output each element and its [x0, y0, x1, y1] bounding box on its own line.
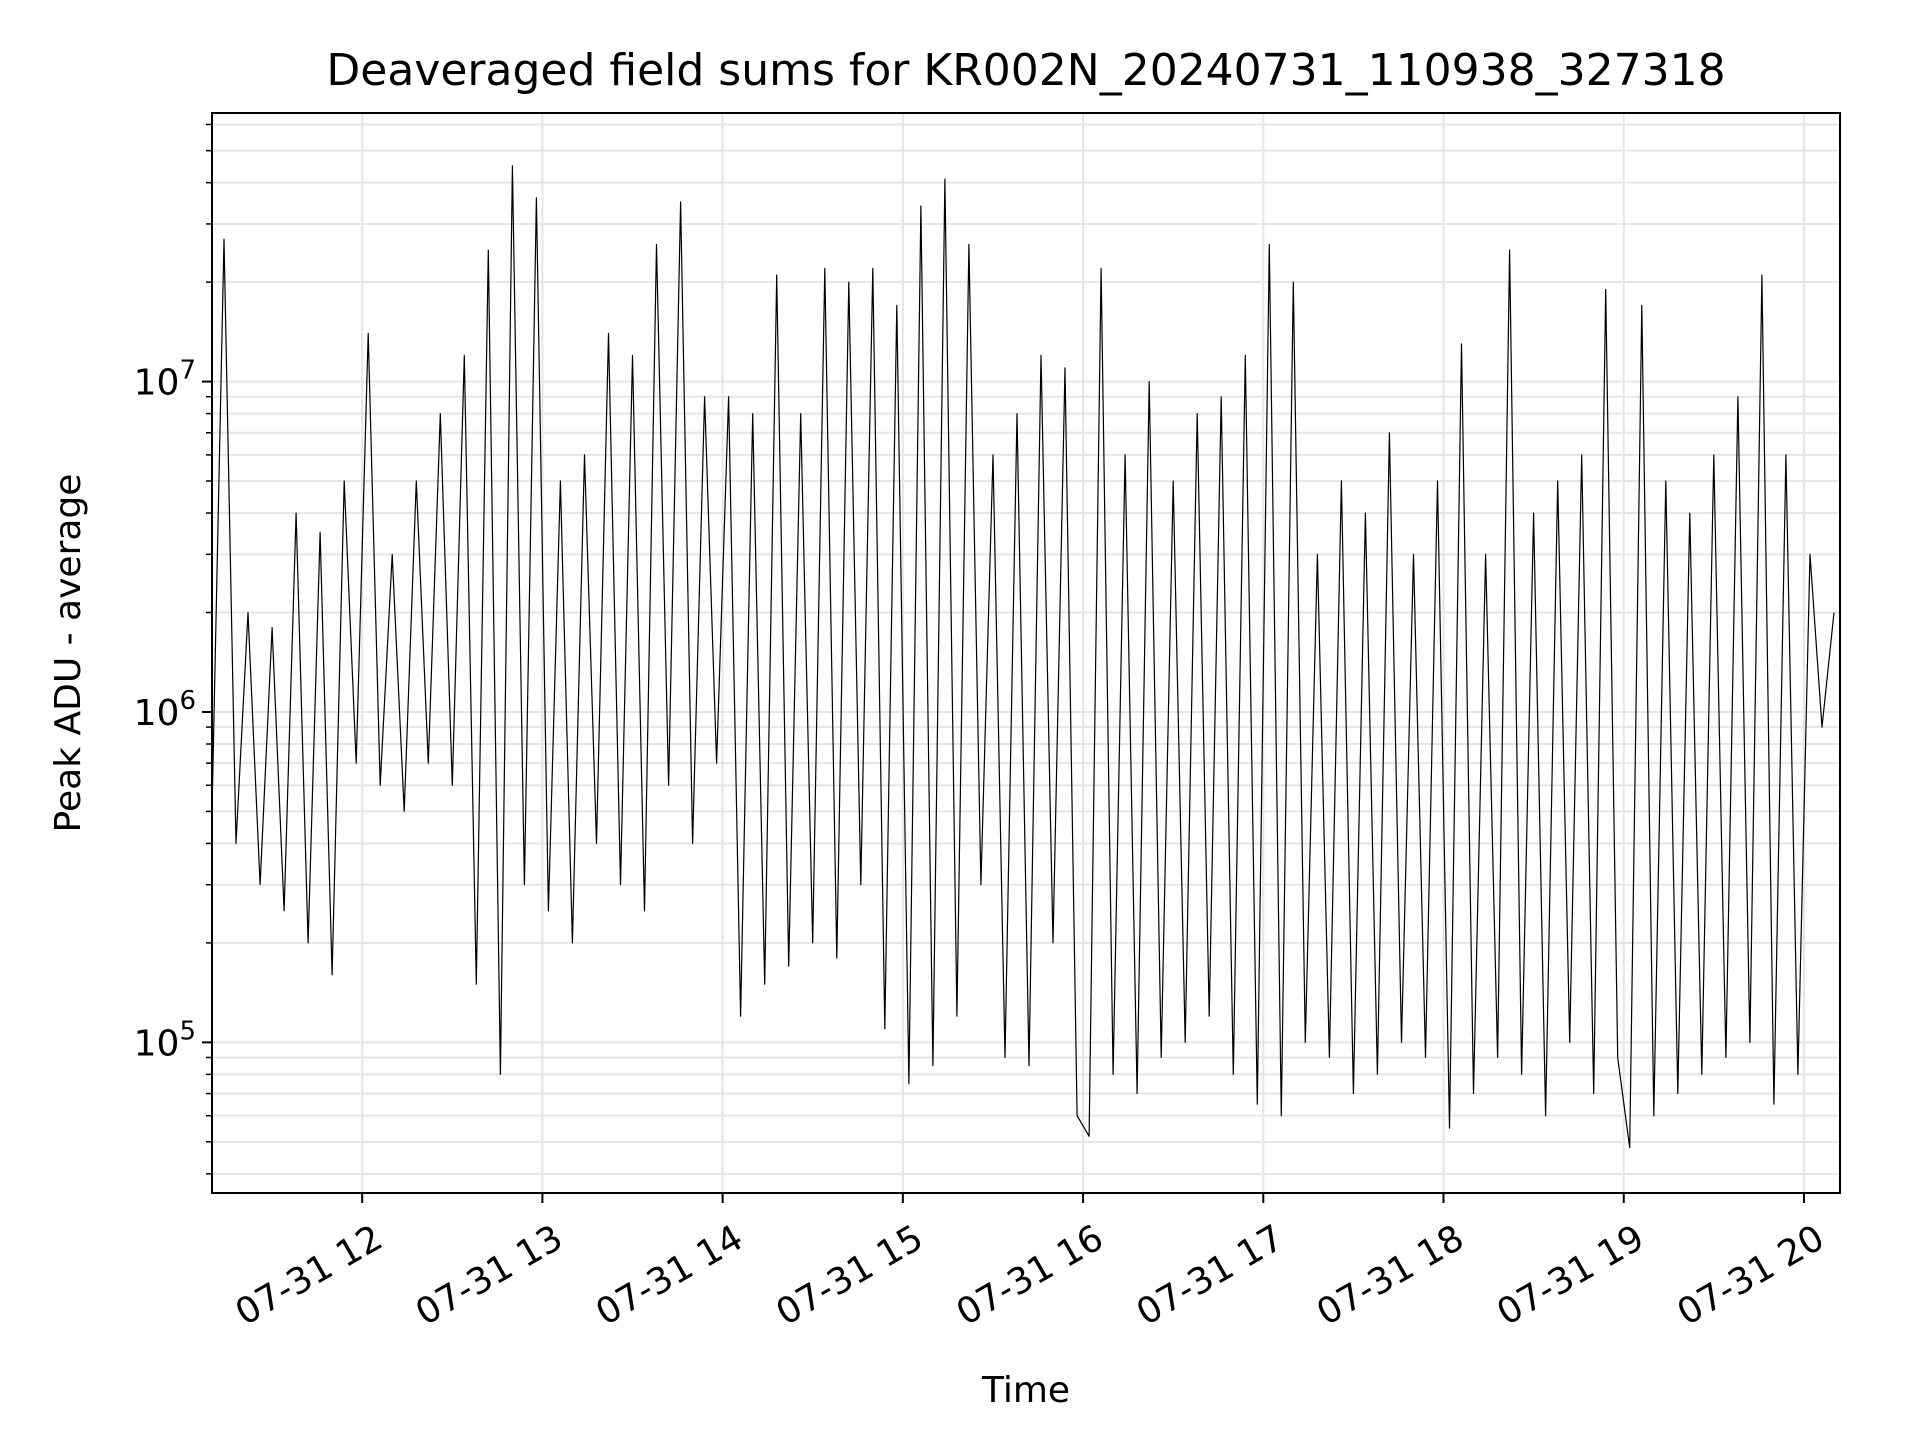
series-line	[211, 165, 1835, 1149]
y-tick-label: 107	[134, 356, 196, 404]
y-axis-label: Peak ADU - average	[48, 474, 89, 833]
y-tick-label: 105	[134, 1016, 196, 1064]
chart-title: Deaveraged field sums for KR002N_2024073…	[326, 45, 1725, 96]
series-layer	[211, 165, 1835, 1149]
y-tick-label: 106	[134, 686, 196, 734]
x-axis-label: Time	[981, 1370, 1070, 1411]
plot-area-frame	[211, 112, 1841, 1194]
grid-layer	[212, 113, 1840, 1193]
